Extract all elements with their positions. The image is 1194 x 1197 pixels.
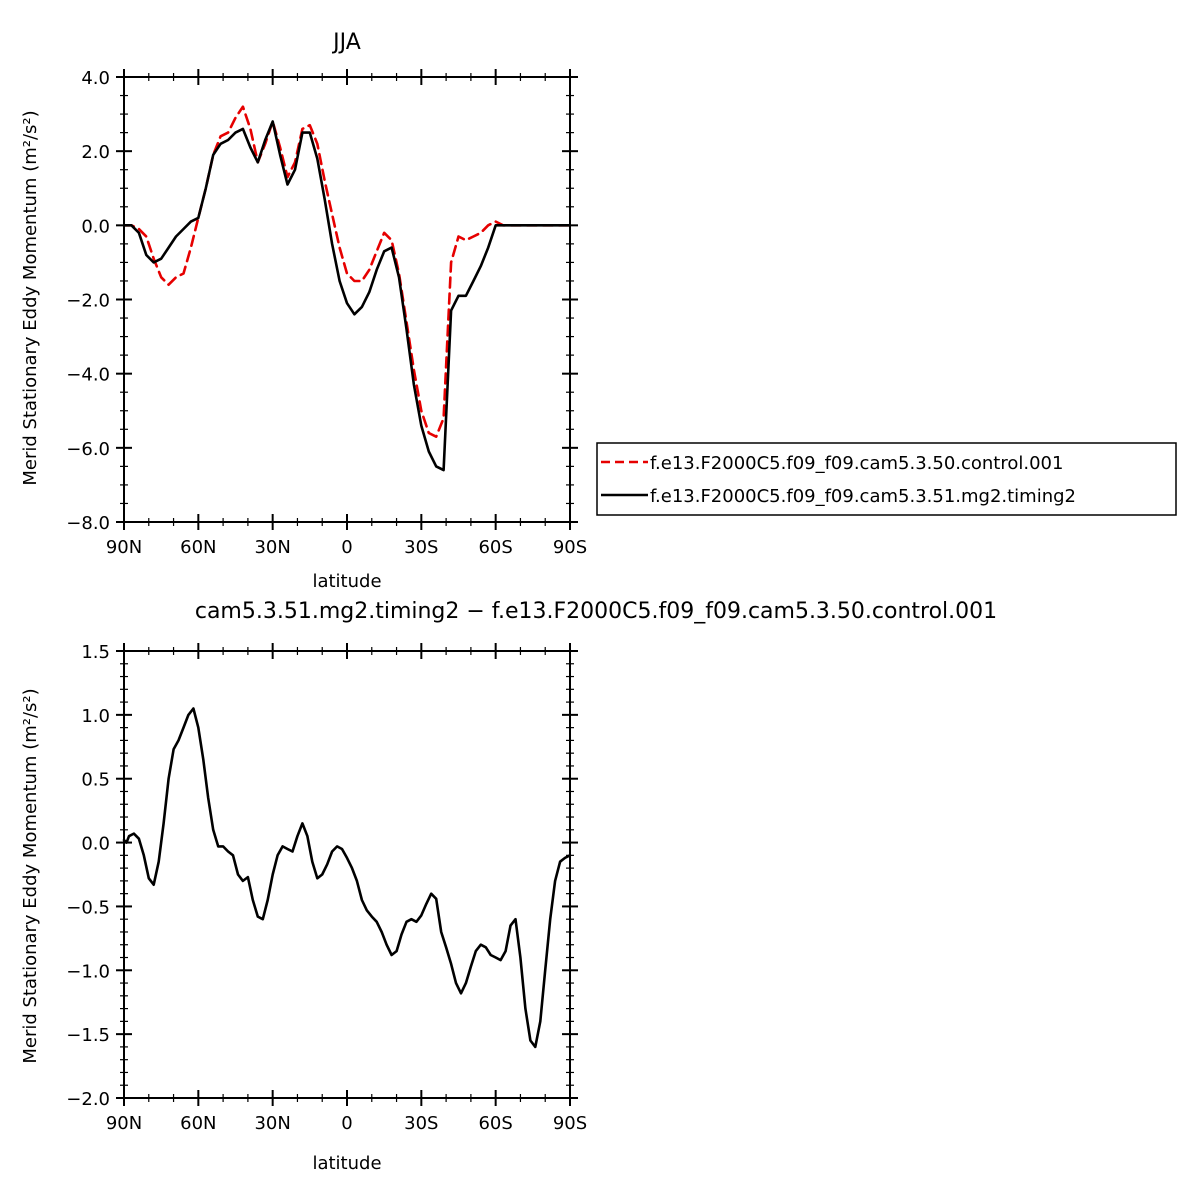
chart-bottom: cam5.3.51.mg2.timing2 − f.e13.F2000C5.f0… <box>20 599 997 1174</box>
series-line-0-0 <box>122 105 572 438</box>
xtick-label: 90N <box>106 537 142 558</box>
series-line-0-1 <box>122 120 572 472</box>
ytick-label: −2.0 <box>66 1089 110 1110</box>
bottom-chart-title: cam5.3.51.mg2.timing2 − f.e13.F2000C5.f0… <box>195 599 997 624</box>
ytick-label: −6.0 <box>66 439 110 460</box>
legend-box <box>596 442 1177 516</box>
xtick-label: 90S <box>553 537 587 558</box>
ytick-label: 0.0 <box>81 834 110 855</box>
legend-label-control: f.e13.F2000C5.f09_f09.cam5.3.50.control.… <box>650 453 1063 474</box>
top-plot-area: −8.0 −6.0 −4.0 −2.0 0.0 2.0 4.0 90N 60N 30N 0 30S 60… <box>66 68 587 558</box>
series-line-1-0 <box>122 707 572 1049</box>
ytick-label: −0.5 <box>66 897 110 918</box>
ytick-label: −4.0 <box>66 365 110 386</box>
xtick-label: 0 <box>341 1113 352 1134</box>
xtick-label: 0 <box>341 537 352 558</box>
xtick-label: 30N <box>254 537 290 558</box>
bottom-chart-xlabel: latitude <box>312 1153 381 1174</box>
top-chart-ylabel: Merid Stationary Eddy Momentum (m²/s²) <box>20 110 41 485</box>
xtick-label: 60N <box>180 1113 216 1134</box>
top-chart-xlabel: latitude <box>312 571 381 592</box>
ytick-label: 0.5 <box>81 770 110 791</box>
xtick-label: 60N <box>180 537 216 558</box>
ytick-label: 0.0 <box>81 216 110 237</box>
xtick-label: 30S <box>404 1113 438 1134</box>
ytick-label: −2.0 <box>66 291 110 312</box>
ytick-label: 4.0 <box>81 68 110 89</box>
xtick-label: 30S <box>404 537 438 558</box>
ytick-label: −8.0 <box>66 513 110 534</box>
xtick-label: 90N <box>106 1113 142 1134</box>
ytick-label: −1.5 <box>66 1025 110 1046</box>
xtick-label: 60S <box>478 537 512 558</box>
bottom-plot-area: −2.0 −1.5 −1.0 −0.5 0.0 0.5 1.0 1.5 90N 60N 30N 0 30… <box>66 642 587 1134</box>
legend-label-timing2: f.e13.F2000C5.f09_f09.cam5.3.51.mg2.timi… <box>650 486 1076 507</box>
plot-frame <box>123 650 571 1099</box>
ytick-label: 1.0 <box>81 706 110 727</box>
xtick-label: 90S <box>553 1113 587 1134</box>
bottom-chart-ylabel: Merid Stationary Eddy Momentum (m²/s²) <box>20 688 41 1063</box>
top-chart-legend: f.e13.F2000C5.f09_f09.cam5.3.50.control.… <box>596 442 1177 516</box>
ytick-label: 2.0 <box>81 142 110 163</box>
ytick-label: 1.5 <box>81 642 110 663</box>
xtick-label: 30N <box>254 1113 290 1134</box>
top-chart-title: JJA <box>331 30 361 55</box>
ytick-label: −1.0 <box>66 961 110 982</box>
xtick-label: 60S <box>478 1113 512 1134</box>
chart-top: JJA latitude Merid Stationary Eddy Momen… <box>20 30 1177 592</box>
